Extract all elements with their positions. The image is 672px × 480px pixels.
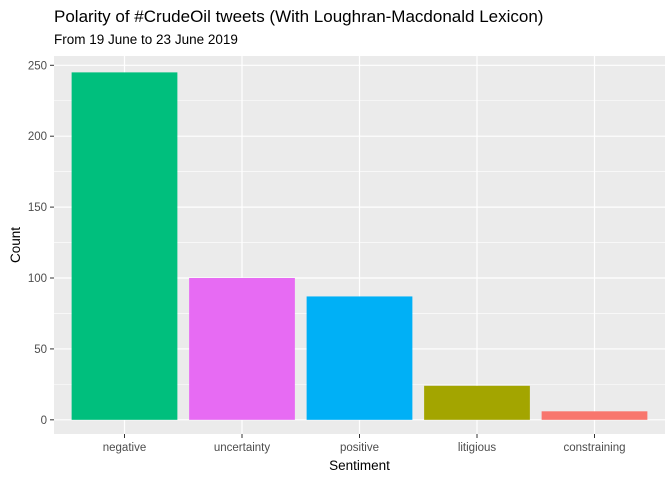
bar-positive [306, 296, 413, 420]
y-tick-label: 100 [28, 273, 47, 285]
bar-litigious [424, 385, 530, 420]
y-axis-ticks: 0 50 100 150 200 250 [28, 60, 54, 427]
x-tick-label: positive [340, 442, 379, 454]
bar-constraining [541, 411, 648, 420]
x-tick-label: litigious [458, 442, 497, 454]
x-tick-label: negative [103, 442, 146, 454]
chart-subtitle: From 19 June to 23 June 2019 [54, 32, 238, 47]
x-axis-title: Sentiment [329, 458, 390, 473]
y-tick-label: 250 [28, 60, 47, 72]
bar-negative [71, 72, 178, 420]
bar-uncertainty [189, 278, 295, 420]
y-tick-label: 50 [34, 344, 47, 356]
chart-title: Polarity of #CrudeOil tweets (With Lough… [54, 7, 544, 26]
x-tick-label: uncertainty [214, 442, 271, 454]
y-tick-label: 0 [41, 415, 47, 427]
y-tick-label: 200 [28, 131, 47, 143]
bars [71, 72, 648, 420]
y-axis-title: Count [8, 227, 23, 263]
x-tick-label: constraining [563, 442, 625, 454]
x-axis-ticks: negative uncertainty positive litigious cons… [103, 434, 626, 454]
y-tick-label: 150 [28, 202, 47, 214]
